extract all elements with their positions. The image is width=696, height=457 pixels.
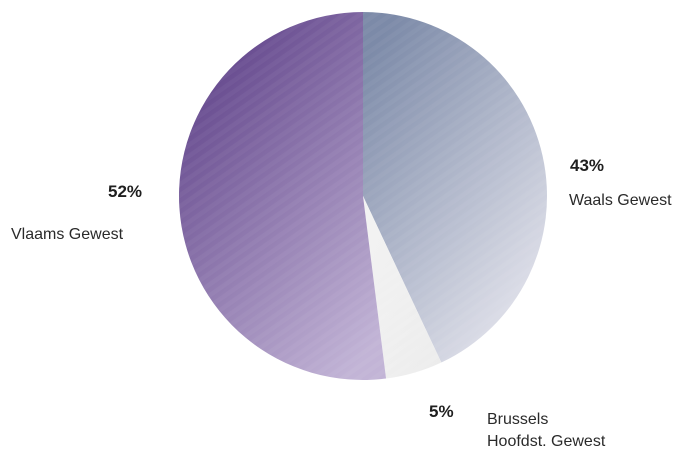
- waals-gewest-percent: 43%: [570, 156, 605, 175]
- pie-slice-texture-waals-gewest: [363, 12, 548, 363]
- waals-gewest-label-line: Waals Gewest: [569, 192, 672, 209]
- vlaams-gewest-percent: 52%: [108, 182, 143, 201]
- vlaams-gewest-label-line: Vlaams Gewest: [11, 226, 124, 243]
- brussels-label-line-1: Brussels: [487, 411, 549, 428]
- vlaams-gewest-label: Vlaams Gewest: [11, 224, 123, 246]
- brussels-label-line-2: Hoofdst. Gewest: [487, 433, 606, 450]
- pie-slice-texture-brussels-hoofdst-gewest: [363, 196, 442, 379]
- brussels-percent: 5%: [429, 402, 454, 421]
- waals-gewest-label: Waals Gewest: [569, 190, 672, 212]
- pie-slice-texture-vlaams-gewest: [179, 12, 387, 381]
- brussels-label: Brussels Hoofdst. Gewest: [487, 409, 605, 453]
- pie-slices: [179, 12, 548, 381]
